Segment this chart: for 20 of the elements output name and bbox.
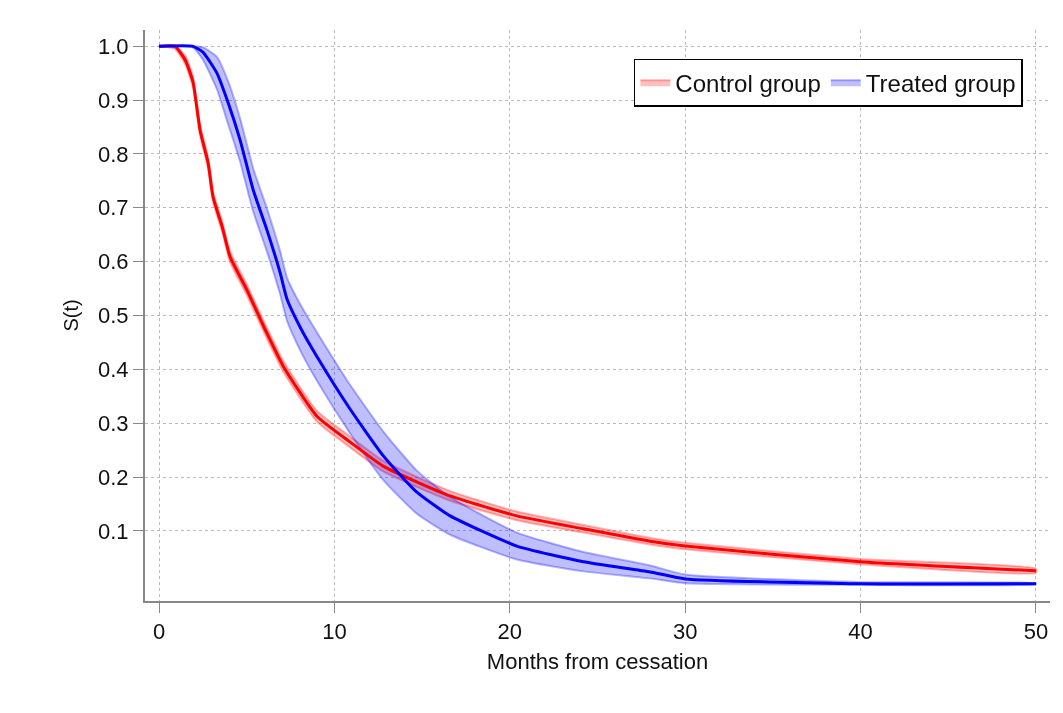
x-axis-title: Months from cessation <box>486 648 709 674</box>
y-tick-label: 1.0 <box>98 33 129 59</box>
y-axis-title: S(t) <box>60 299 83 332</box>
x-tick-label: 50 <box>1023 619 1049 645</box>
x-tick-label: 30 <box>672 619 698 645</box>
legend-label: Control group <box>675 69 821 97</box>
y-tick-label: 0.5 <box>98 303 129 329</box>
x-tick-label: 10 <box>322 619 347 645</box>
legend-label: Treated group <box>865 69 1016 97</box>
y-tick-label: 0.7 <box>98 195 129 221</box>
y-tick-label: 0.6 <box>98 249 129 275</box>
y-tick-label: 0.8 <box>98 141 129 167</box>
y-tick-label: 0.4 <box>98 357 129 383</box>
x-tick-label: 20 <box>497 619 523 645</box>
y-tick-label: 0.3 <box>98 410 129 436</box>
x-tick-label: 0 <box>152 619 166 645</box>
y-tick-label: 0.1 <box>98 518 129 544</box>
y-tick-label: 0.2 <box>98 464 129 490</box>
x-tick-label: 40 <box>848 619 873 645</box>
y-tick-label: 0.9 <box>98 87 129 113</box>
